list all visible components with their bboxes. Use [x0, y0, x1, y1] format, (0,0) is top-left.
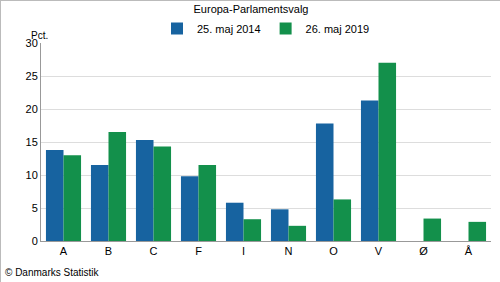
svg-text:F: F: [195, 245, 202, 257]
svg-text:C: C: [150, 245, 158, 257]
svg-text:V: V: [375, 245, 383, 257]
svg-text:Pct.: Pct.: [31, 30, 48, 41]
svg-text:Europa-Parlamentsvalg: Europa-Parlamentsvalg: [194, 3, 309, 15]
svg-text:25: 25: [26, 70, 38, 82]
svg-text:15: 15: [26, 136, 38, 148]
svg-text:I: I: [242, 245, 245, 257]
svg-text:30: 30: [26, 37, 38, 49]
svg-text:N: N: [285, 245, 293, 257]
svg-text:© Danmarks Statistik: © Danmarks Statistik: [5, 267, 100, 278]
svg-text:5: 5: [32, 202, 38, 214]
svg-text:Å: Å: [465, 245, 473, 257]
svg-text:26. maj 2019: 26. maj 2019: [306, 23, 370, 35]
svg-text:10: 10: [26, 169, 38, 181]
svg-text:B: B: [105, 245, 112, 257]
svg-text:A: A: [60, 245, 68, 257]
svg-text:20: 20: [26, 103, 38, 115]
svg-text:O: O: [329, 245, 338, 257]
svg-text:Ø: Ø: [419, 245, 428, 257]
svg-text:25. maj 2014: 25. maj 2014: [197, 23, 261, 35]
svg-text:0: 0: [32, 235, 38, 247]
